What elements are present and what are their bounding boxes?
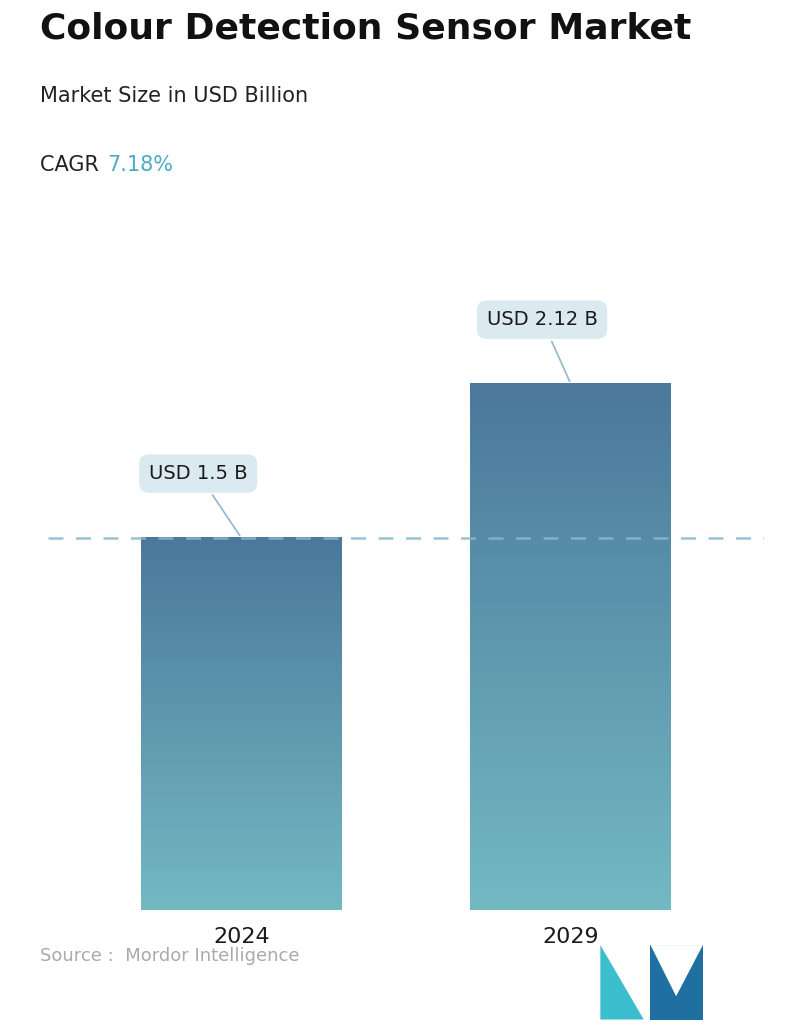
Polygon shape (600, 945, 644, 1020)
Polygon shape (650, 945, 703, 997)
Text: Source :  Mordor Intelligence: Source : Mordor Intelligence (40, 947, 299, 965)
Text: USD 1.5 B: USD 1.5 B (149, 464, 248, 536)
Polygon shape (650, 945, 703, 1020)
Text: Colour Detection Sensor Market: Colour Detection Sensor Market (40, 11, 691, 45)
Text: Market Size in USD Billion: Market Size in USD Billion (40, 87, 308, 107)
Text: USD 2.12 B: USD 2.12 B (486, 310, 598, 382)
Text: CAGR: CAGR (40, 155, 105, 175)
Text: 7.18%: 7.18% (107, 155, 174, 175)
